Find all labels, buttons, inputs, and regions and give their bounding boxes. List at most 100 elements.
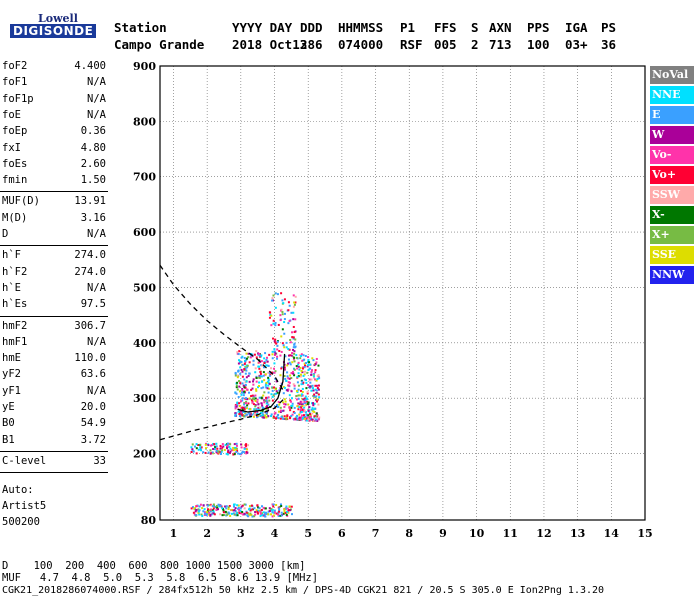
data-point — [299, 366, 302, 369]
data-point — [232, 509, 235, 512]
data-point — [239, 366, 242, 369]
data-point — [308, 378, 311, 381]
data-point — [254, 510, 257, 513]
data-point — [300, 355, 303, 358]
data-point — [312, 419, 315, 422]
data-point — [219, 447, 222, 450]
param-row: B0 54.9 — [2, 417, 106, 431]
data-point — [244, 366, 247, 369]
data-point — [292, 294, 295, 297]
data-point — [198, 505, 201, 508]
data-point — [297, 418, 300, 421]
param-row: h`F 274.0 — [2, 249, 106, 263]
data-point — [229, 443, 232, 446]
data-point — [241, 387, 244, 390]
data-point — [264, 399, 267, 402]
data-point — [259, 512, 262, 515]
data-point — [209, 510, 212, 513]
param-row: foE N/A — [2, 109, 106, 123]
data-point — [275, 342, 278, 345]
data-point — [301, 387, 304, 390]
header-cell: 286 — [300, 37, 323, 52]
data-point — [313, 395, 316, 398]
data-point — [305, 387, 308, 390]
data-point — [255, 388, 258, 391]
data-point — [316, 419, 319, 422]
data-point — [317, 364, 320, 367]
data-point — [215, 508, 218, 511]
data-point — [296, 418, 299, 421]
data-point — [206, 511, 209, 514]
data-point — [286, 511, 289, 514]
data-point — [199, 447, 202, 450]
header-cell: AXN — [489, 20, 512, 35]
data-point — [301, 367, 304, 370]
data-point — [247, 402, 250, 405]
data-point — [304, 399, 307, 402]
data-point — [318, 416, 321, 419]
data-point — [249, 414, 252, 417]
param-key: foF1 — [2, 76, 28, 89]
legend-item: Vo+ — [650, 166, 694, 184]
data-point — [258, 354, 261, 357]
data-point — [254, 371, 257, 374]
data-point — [262, 394, 265, 397]
data-point — [292, 410, 295, 413]
data-point — [270, 367, 273, 370]
data-point — [271, 297, 274, 300]
data-point — [277, 513, 280, 516]
param-row: h`F2 274.0 — [2, 266, 106, 280]
data-point — [288, 348, 291, 351]
legend-item: NNE — [650, 86, 694, 104]
data-point — [237, 362, 240, 365]
data-point — [290, 377, 293, 380]
data-point — [293, 368, 296, 371]
data-point — [210, 513, 213, 516]
data-point — [283, 402, 286, 405]
data-point — [280, 308, 283, 311]
data-point — [288, 407, 291, 410]
data-point — [229, 447, 232, 450]
data-point — [313, 410, 316, 413]
data-point — [270, 513, 273, 516]
data-point — [310, 373, 313, 376]
param-row: yF1 N/A — [2, 385, 106, 399]
data-point — [274, 338, 277, 341]
data-point — [239, 382, 242, 385]
data-point — [252, 403, 255, 406]
param-key: yF2 — [2, 368, 21, 381]
data-point — [265, 408, 268, 411]
param-value: N/A — [87, 228, 106, 240]
x-tick-label: 10 — [469, 527, 485, 540]
data-point — [317, 418, 320, 421]
data-point — [280, 350, 283, 353]
data-point — [244, 359, 247, 362]
data-point — [277, 512, 280, 515]
data-point — [260, 512, 263, 515]
data-point — [263, 399, 266, 402]
param-row: MUF(D) 13.91 — [2, 195, 106, 209]
data-point — [194, 510, 197, 513]
param-key: M(D) — [2, 211, 28, 224]
data-point — [310, 417, 313, 420]
param-row: h`Es 97.5 — [2, 298, 106, 312]
data-point — [226, 446, 229, 449]
data-point — [292, 358, 295, 361]
data-point — [241, 410, 244, 413]
data-point — [303, 397, 306, 400]
data-point — [276, 391, 279, 394]
data-point — [292, 336, 295, 339]
x-tick-label: 7 — [372, 527, 380, 540]
data-point — [300, 406, 303, 409]
data-point — [311, 384, 314, 387]
data-point — [248, 380, 251, 383]
data-point — [295, 354, 298, 357]
data-point — [293, 367, 296, 370]
data-point — [236, 388, 239, 391]
data-point — [247, 508, 250, 511]
data-point — [261, 380, 264, 383]
param-key: foEs — [2, 157, 28, 170]
data-point — [300, 383, 303, 386]
data-point — [245, 415, 248, 418]
data-point — [190, 451, 193, 454]
